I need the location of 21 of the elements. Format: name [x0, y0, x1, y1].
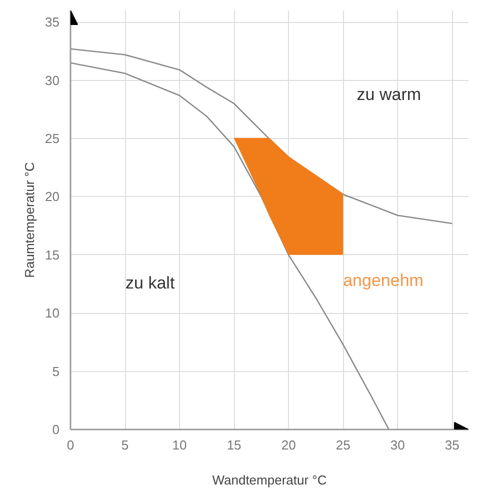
x-tick-label: 10	[172, 438, 187, 452]
y-axis-title: Raumtemperatur °C	[22, 162, 38, 278]
x-tick-label: 5	[121, 438, 129, 452]
y-tick-label: 0	[52, 422, 60, 437]
x-tick-label: 35	[444, 438, 460, 452]
y-tick-label: 10	[45, 306, 60, 321]
y-tick-label: 15	[45, 247, 60, 262]
x-tick-label: 20	[281, 438, 296, 452]
x-tick-label: 30	[390, 438, 405, 452]
y-tick-label: 20	[45, 189, 60, 204]
x-tick-label: 25	[336, 438, 350, 452]
x-tick-label: 15	[226, 438, 242, 452]
annotation: zu kalt	[126, 273, 175, 292]
x-axis-title: Wandtemperatur °C	[212, 472, 327, 488]
annotation: zu warm	[356, 84, 422, 104]
y-tick-label: 35	[45, 14, 60, 30]
text: angenehm	[343, 270, 424, 290]
y-tick-label: 30	[45, 72, 60, 88]
y-tick-label: 5	[52, 364, 60, 379]
x-tick-label: 0	[66, 438, 74, 452]
y-tick-label: 25	[45, 131, 60, 146]
